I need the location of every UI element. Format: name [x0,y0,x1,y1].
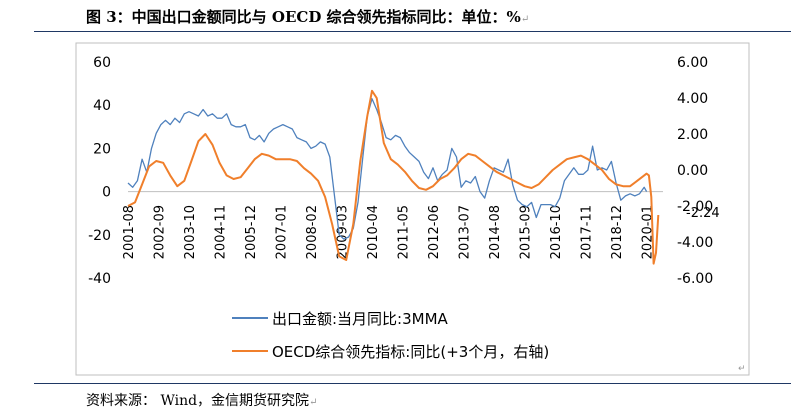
right-axis-tick-label: 0.00 [677,163,708,179]
chart: 60 40 20 0 -20 -40 6.00 4.00 2.00 0.00 -2.00 -4.00… [75,42,750,376]
x-axis-tick-label: 2018-12 [610,205,625,259]
left-axis-tick-label: -20 [88,228,111,244]
x-axis-tick-label: 2008-02 [305,205,320,259]
chart-border [75,42,750,376]
series-line-oecd [127,89,660,265]
legend: 出口金额:当月同比:3MMA OECD综合领先指标:同比(+3个月，右轴) [232,310,549,361]
right-axis-tick-label: 4.00 [677,91,708,107]
title-rule [34,31,791,32]
source-note: 资料来源： Wind，金信期货研究院↵ [86,390,317,410]
left-axis-tick-label: 60 [93,55,111,71]
x-axis-tick-label: 2005-12 [244,205,259,259]
paragraph-mark: ↵ [738,364,746,374]
x-axis-tick-label: 2010-04 [366,205,381,259]
left-axis-tick-label: -40 [88,271,111,287]
x-axis-tick-label: 2016-10 [549,205,564,259]
x-axis-tick-label: 2002-09 [153,205,168,259]
annotations: -2.24 [686,206,720,221]
x-axis-tick-label: 2009-03 [336,205,351,259]
x-axis-tick-label: 2003-10 [183,205,198,259]
right-axis-tick-label: -6.00 [677,271,713,287]
x-axis-tick-label: 2013-07 [458,205,473,259]
plot-frame [75,42,750,376]
right-axis-ticks: 6.00 4.00 2.00 0.00 -2.00 -4.00 -6.00 [677,55,713,287]
right-axis-tick-label: 6.00 [677,55,708,71]
x-axis-tick-label: 2015-09 [519,205,534,259]
left-axis-tick-label: 40 [93,98,111,114]
x-axis-tick-label: 2017-11 [580,205,595,259]
paragraph-mark: ↵ [309,397,318,408]
right-axis-tick-label: -4.00 [677,235,713,251]
series-lines [127,89,660,265]
left-axis-ticks: 60 40 20 0 -20 -40 [88,55,111,287]
legend-label: OECD综合领先指标:同比(+3个月，右轴) [272,343,549,361]
x-axis-tick-label: 2012-06 [427,205,442,259]
x-axis-tick-label: 2001-08 [122,205,137,259]
series-line-export [127,98,648,240]
x-axis-ticks: 2001-08 2002-09 2003-10 2004-11 2005-12 2007-… [122,205,656,259]
left-axis-tick-label: 20 [93,141,111,157]
figure-title-text: 图 3：中国出口金额同比与 OECD 综合领先指标同比：单位：% [86,8,521,26]
annotation-label: -2.24 [686,206,720,221]
x-axis-tick-label: 2014-08 [488,205,503,259]
x-axis-tick-label: 2007-01 [275,205,290,259]
left-axis-tick-label: 0 [102,185,111,201]
right-axis-tick-label: 2.00 [677,127,708,143]
source-rule [34,383,791,384]
paragraph-mark: ↵ [520,14,530,25]
legend-label: 出口金额:当月同比:3MMA [272,310,449,328]
figure-title: 图 3：中国出口金额同比与 OECD 综合领先指标同比：单位：%↵ [86,6,529,27]
right-axis-tick-label: -2.00 [677,199,713,215]
x-axis-tick-label: 2011-05 [397,205,412,259]
x-axis-tick-label: 2004-11 [214,205,229,259]
source-note-text: 资料来源： Wind，金信期货研究院 [86,393,310,409]
